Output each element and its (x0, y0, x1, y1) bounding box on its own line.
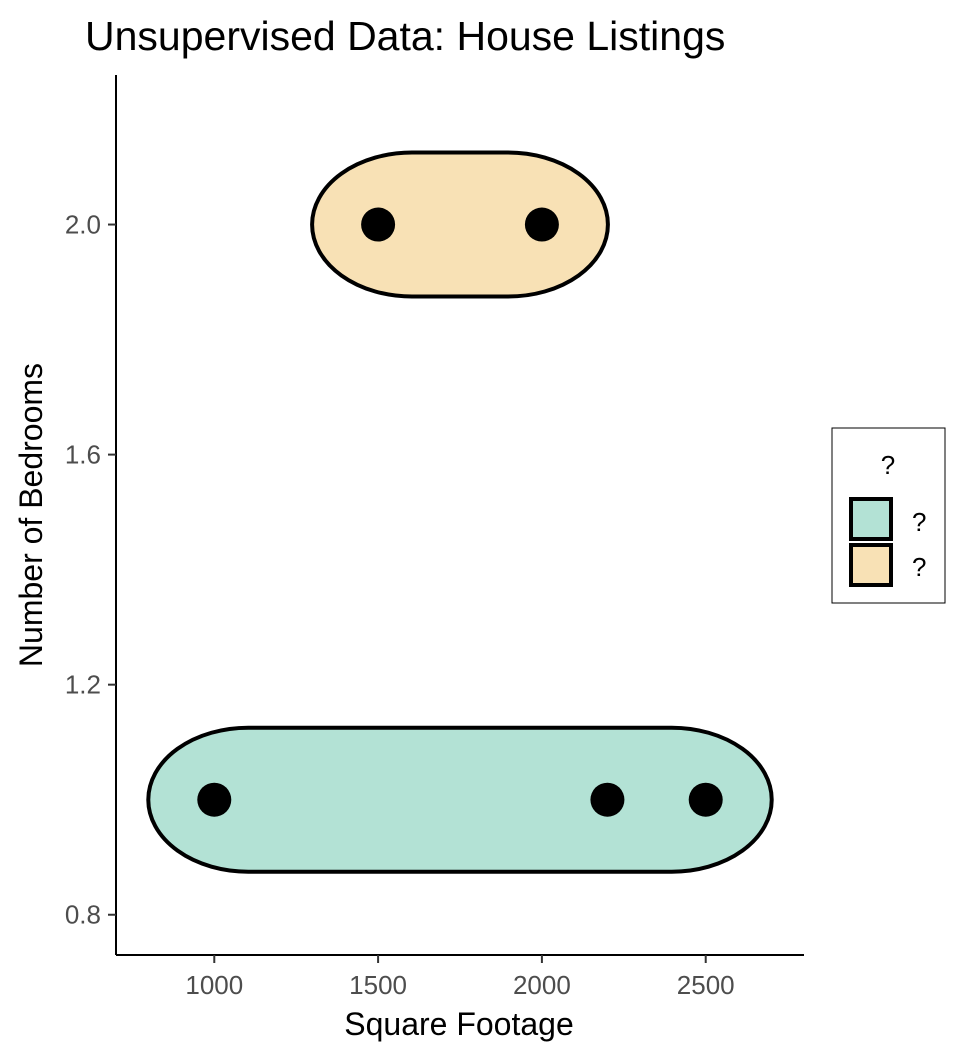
data-point-5 (688, 782, 723, 817)
legend-title: ? (881, 450, 895, 480)
group-hull-2 (310, 150, 610, 299)
group-hulls (146, 150, 774, 874)
data-point-1 (197, 782, 232, 817)
legend-label-2: ? (912, 552, 926, 582)
y-tick-label: 1.6 (65, 440, 101, 470)
data-point-4 (590, 782, 625, 817)
x-tick-label: 2500 (677, 970, 735, 1000)
y-axis-title: Number of Bedrooms (13, 363, 49, 667)
y-tick-label: 0.8 (65, 900, 101, 930)
x-tick-label: 1500 (349, 970, 407, 1000)
data-point-3 (524, 207, 559, 242)
x-axis-ticks: 1000 1500 2000 2500 (185, 955, 735, 1000)
x-tick-label: 1000 (185, 970, 243, 1000)
legend-swatch-1 (849, 497, 893, 541)
chart-title: Unsupervised Data: House Listings (85, 13, 725, 59)
data-point-2 (361, 207, 396, 242)
x-axis-title: Square Footage (344, 1006, 574, 1042)
legend-label-1: ? (912, 507, 926, 537)
legend-swatch-2 (849, 543, 893, 587)
legend: ? ? ? (831, 427, 946, 604)
x-tick-label: 2000 (513, 970, 571, 1000)
group-hull-1 (146, 725, 774, 874)
y-tick-label: 2.0 (65, 210, 101, 240)
y-axis-ticks: 0.8 1.2 1.6 2.0 (65, 210, 116, 930)
y-tick-label: 1.2 (65, 670, 101, 700)
data-points (197, 207, 723, 817)
